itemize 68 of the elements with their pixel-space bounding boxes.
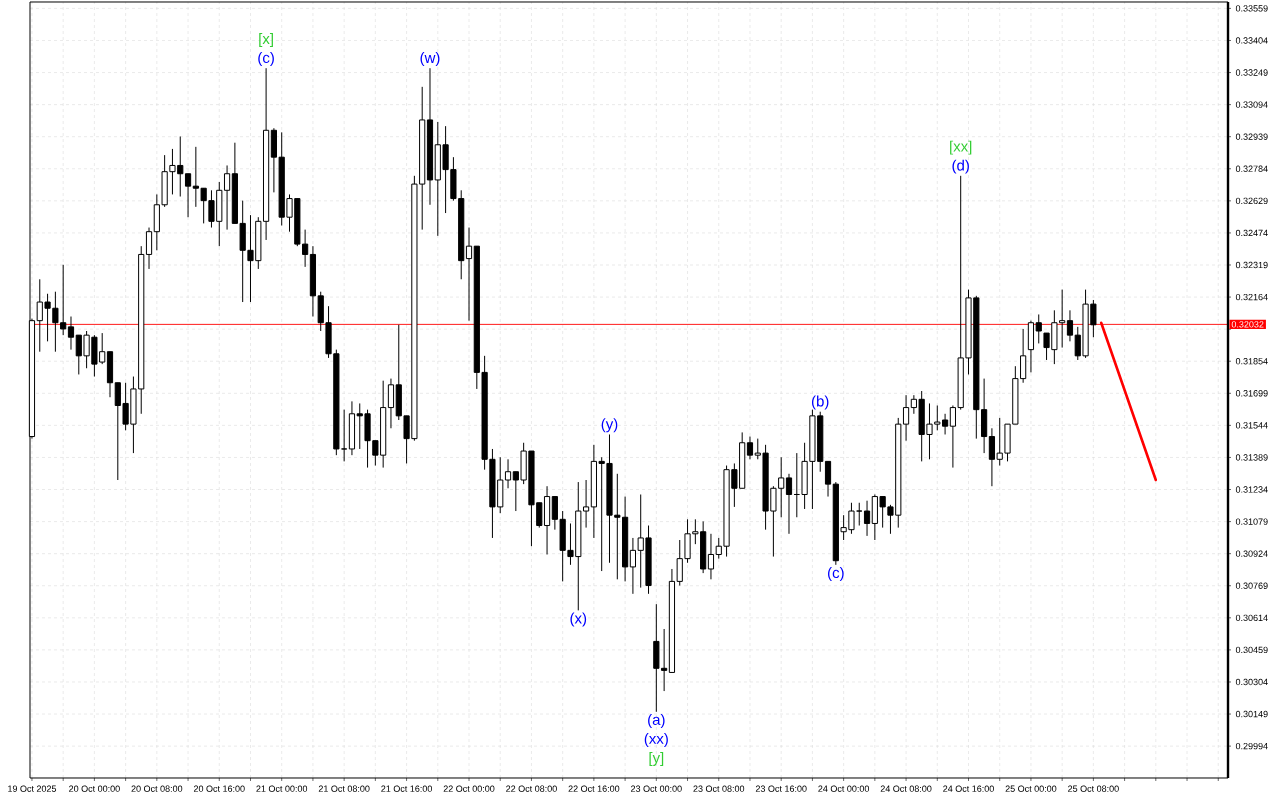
x-tick-label: 20 Oct 00:00 xyxy=(69,785,120,792)
x-tick-label: 22 Oct 16:00 xyxy=(568,785,620,792)
y-tick-label: 0.32474 xyxy=(1235,229,1268,237)
x-tick-label: 22 Oct 00:00 xyxy=(443,785,495,792)
x-tick-label: 20 Oct 16:00 xyxy=(193,785,245,792)
candlestick xyxy=(504,458,512,489)
y-tick-label: 0.31544 xyxy=(1235,422,1268,429)
x-tick-label: 19 Oct 2025 xyxy=(8,785,57,792)
y-tick-label: 0.32319 xyxy=(1235,261,1268,269)
x-tick-label: 21 Oct 00:00 xyxy=(256,785,308,792)
x-tick-label: 20 Oct 08:00 xyxy=(131,785,183,792)
candlestick xyxy=(824,460,832,498)
annotation: (d) xyxy=(952,159,969,174)
candlestick xyxy=(1066,309,1074,342)
y-tick-label: 0.32939 xyxy=(1235,133,1268,140)
y-tick-label: 0.32784 xyxy=(1235,165,1268,172)
y-tick-label: 0.31854 xyxy=(1235,358,1268,365)
candlestick xyxy=(341,409,348,462)
x-tick-label: 23 Oct 00:00 xyxy=(631,785,682,792)
x-tick-label: 21 Oct 08:00 xyxy=(318,785,370,792)
y-tick-label: 0.32164 xyxy=(1235,293,1268,301)
annotation: (b) xyxy=(811,395,829,410)
y-tick-label: 0.33559 xyxy=(1235,5,1268,12)
y-tick-label: 0.33249 xyxy=(1235,69,1268,76)
y-tick-label: 0.30149 xyxy=(1235,710,1268,718)
x-tick-label: 23 Oct 16:00 xyxy=(755,785,807,792)
y-tick-label: 0.30459 xyxy=(1235,646,1268,654)
annotation: [y] xyxy=(649,751,664,766)
x-tick-label: 21 Oct 16:00 xyxy=(381,785,432,792)
annotation: (a) xyxy=(648,713,665,728)
annotation: (c) xyxy=(828,567,844,582)
y-tick-label: 0.30769 xyxy=(1235,582,1268,589)
y-tick-label: 0.31234 xyxy=(1235,486,1268,493)
annotation: (y) xyxy=(601,418,618,433)
y-tick-label: 0.31699 xyxy=(1235,390,1268,397)
y-tick-label: 0.30614 xyxy=(1235,614,1268,622)
y-tick-label: 0.29994 xyxy=(1235,742,1268,750)
annotation: [xx] xyxy=(950,140,972,155)
y-tick-label: 0.31389 xyxy=(1235,454,1268,461)
annotation: (c) xyxy=(258,52,274,67)
candlestick xyxy=(785,473,793,535)
x-tick-label: 24 Oct 16:00 xyxy=(943,785,994,792)
candlestick xyxy=(707,533,715,580)
candlestick xyxy=(746,436,754,460)
y-tick-label: 0.33404 xyxy=(1235,37,1268,44)
x-tick-label: 25 Oct 08:00 xyxy=(1068,785,1119,792)
candlestick xyxy=(145,227,153,270)
candlestick xyxy=(863,500,871,537)
annotation: [x] xyxy=(259,33,273,47)
x-tick-label: 23 Oct 08:00 xyxy=(693,785,745,792)
candlestick xyxy=(184,173,192,218)
ref-line-label: 0.32032 xyxy=(1231,321,1264,328)
annotation: (xx) xyxy=(644,732,668,747)
candlestick xyxy=(465,227,473,322)
y-tick-label: 0.30304 xyxy=(1235,678,1268,686)
candlestick xyxy=(67,316,75,351)
annotation: (w) xyxy=(420,52,440,67)
y-tick-label: 0.32629 xyxy=(1235,197,1268,205)
y-tick-label: 0.33094 xyxy=(1235,101,1268,108)
candlestick xyxy=(387,378,395,429)
x-tick-label: 22 Oct 08:00 xyxy=(506,785,557,792)
annotation: (x) xyxy=(570,612,587,627)
candlestick xyxy=(856,502,863,527)
y-tick-label: 0.31079 xyxy=(1235,518,1268,525)
x-tick-label: 24 Oct 08:00 xyxy=(880,785,932,792)
y-tick-label: 0.30924 xyxy=(1235,550,1268,557)
x-tick-label: 24 Oct 00:00 xyxy=(818,785,870,792)
x-tick-label: 25 Oct 00:00 xyxy=(1005,785,1057,792)
